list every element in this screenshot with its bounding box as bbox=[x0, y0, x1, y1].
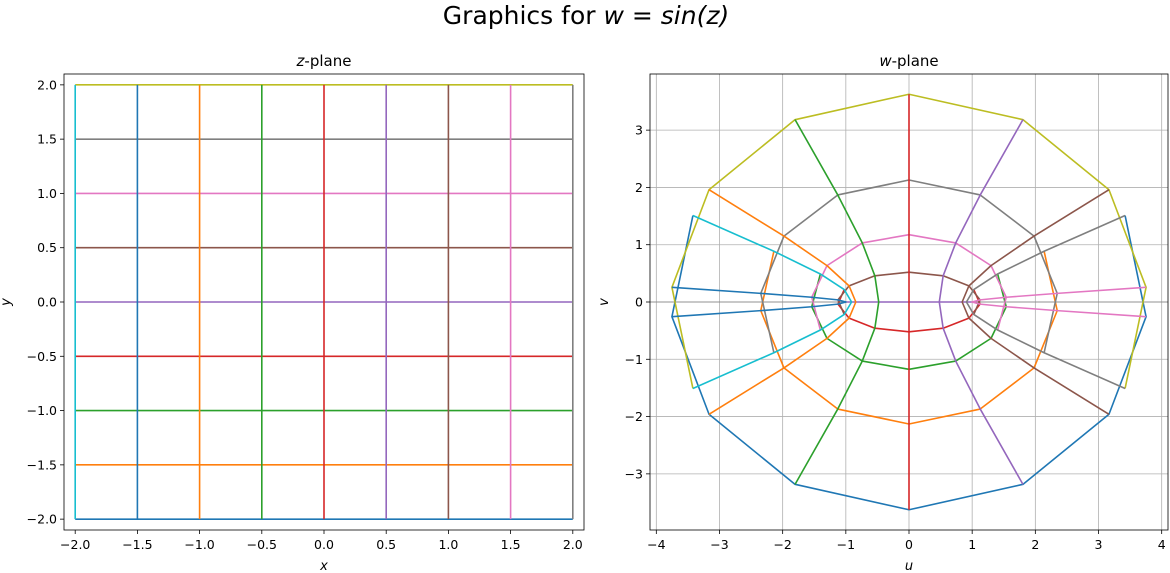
x-tick-label: −2.0 bbox=[60, 537, 90, 552]
series-line bbox=[961, 189, 1110, 415]
y-tick-label: −1.5 bbox=[27, 457, 57, 472]
y-tick-label: −3 bbox=[625, 466, 643, 481]
figure-title: Graphics for w = sin(z) bbox=[443, 1, 729, 30]
x-tick-label: 4 bbox=[1158, 537, 1166, 552]
x-tick-label: −4 bbox=[647, 537, 665, 552]
y-tick-label: 2 bbox=[635, 180, 643, 195]
x-tick-label: 2.0 bbox=[563, 537, 583, 552]
y-tick-label: 0.0 bbox=[37, 295, 57, 310]
x-tick-label: 2 bbox=[1031, 537, 1039, 552]
y-tick-label: −1 bbox=[625, 352, 643, 367]
y-tick-label: 2.0 bbox=[37, 77, 57, 92]
series-line bbox=[671, 286, 847, 318]
y-tick-label: 1.0 bbox=[37, 186, 57, 201]
y-axis-label: v bbox=[597, 298, 612, 306]
y-tick-label: 0 bbox=[635, 295, 643, 310]
y-axis-label: y bbox=[0, 298, 14, 307]
y-tick-label: −2 bbox=[625, 409, 643, 424]
series-line bbox=[965, 214, 1126, 390]
x-tick-label: 1.0 bbox=[438, 537, 458, 552]
x-axis-label: u bbox=[905, 559, 913, 573]
x-axis-label: x bbox=[319, 559, 328, 573]
x-tick-label: 3 bbox=[1095, 537, 1103, 552]
series-line bbox=[938, 119, 1024, 485]
series-line bbox=[794, 119, 880, 485]
series-line bbox=[692, 214, 853, 390]
y-tick-label: 1 bbox=[635, 237, 643, 252]
y-tick-label: −2.0 bbox=[27, 512, 57, 527]
x-tick-label: 1.5 bbox=[501, 537, 521, 552]
x-tick-label: 0 bbox=[905, 537, 913, 552]
x-tick-label: −1.5 bbox=[122, 537, 152, 552]
x-tick-label: −3 bbox=[710, 537, 728, 552]
x-tick-label: −1.0 bbox=[184, 537, 214, 552]
y-tick-label: 3 bbox=[635, 123, 643, 138]
series-line bbox=[971, 286, 1147, 318]
x-tick-label: 1 bbox=[968, 537, 976, 552]
x-tick-label: −1 bbox=[837, 537, 855, 552]
y-tick-label: −1.0 bbox=[27, 403, 57, 418]
z-plane-axes: z-plane −2.0 −1.5 −1.0 −0.5 0.0 0.5 1.0 1.5 2.0 −2… bbox=[0, 52, 585, 573]
axes-title: w-plane bbox=[879, 52, 938, 70]
x-tick-label: −0.5 bbox=[247, 537, 277, 552]
series-line bbox=[708, 189, 857, 415]
y-tick-label: −0.5 bbox=[27, 349, 57, 364]
y-tick-label: 0.5 bbox=[37, 240, 57, 255]
x-tick-label: 0.0 bbox=[314, 537, 334, 552]
axes-title: z-plane bbox=[296, 52, 352, 70]
w-plane-axes: w-plane −4 −3 −2 −1 0 1 2 3 4 −3 −2 −1 0 1 2 3 u v bbox=[597, 52, 1169, 573]
x-tick-label: 0.5 bbox=[376, 537, 396, 552]
y-tick-label: 1.5 bbox=[37, 132, 57, 147]
x-tick-label: −2 bbox=[773, 537, 791, 552]
